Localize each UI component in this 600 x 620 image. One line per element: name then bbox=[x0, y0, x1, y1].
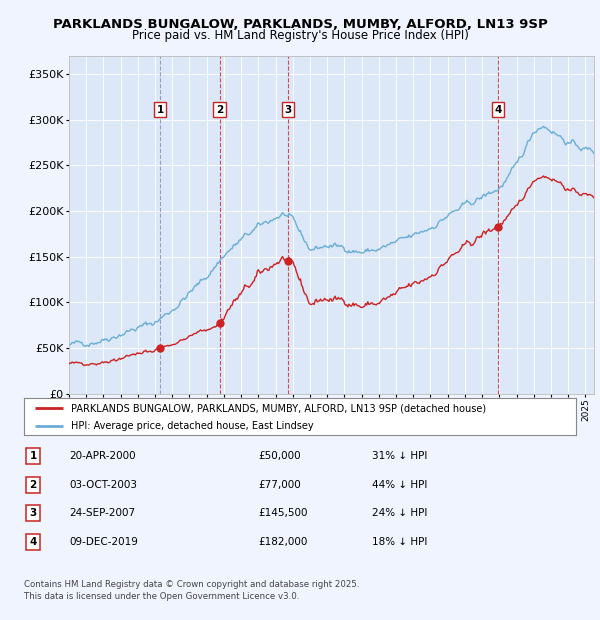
Text: 3: 3 bbox=[284, 105, 292, 115]
Text: 2: 2 bbox=[29, 480, 37, 490]
Text: Contains HM Land Registry data © Crown copyright and database right 2025.
This d: Contains HM Land Registry data © Crown c… bbox=[24, 580, 359, 601]
Text: 1: 1 bbox=[157, 105, 164, 115]
Text: 20-APR-2000: 20-APR-2000 bbox=[69, 451, 136, 461]
Text: 2: 2 bbox=[216, 105, 223, 115]
Text: 03-OCT-2003: 03-OCT-2003 bbox=[69, 480, 137, 490]
Text: 18% ↓ HPI: 18% ↓ HPI bbox=[372, 537, 427, 547]
Text: 09-DEC-2019: 09-DEC-2019 bbox=[69, 537, 138, 547]
Text: £50,000: £50,000 bbox=[258, 451, 301, 461]
Text: 31% ↓ HPI: 31% ↓ HPI bbox=[372, 451, 427, 461]
Text: £182,000: £182,000 bbox=[258, 537, 307, 547]
Text: HPI: Average price, detached house, East Lindsey: HPI: Average price, detached house, East… bbox=[71, 420, 314, 430]
Text: Price paid vs. HM Land Registry's House Price Index (HPI): Price paid vs. HM Land Registry's House … bbox=[131, 30, 469, 42]
Text: £77,000: £77,000 bbox=[258, 480, 301, 490]
Text: PARKLANDS BUNGALOW, PARKLANDS, MUMBY, ALFORD, LN13 9SP: PARKLANDS BUNGALOW, PARKLANDS, MUMBY, AL… bbox=[53, 19, 547, 31]
Text: 24-SEP-2007: 24-SEP-2007 bbox=[69, 508, 135, 518]
Text: PARKLANDS BUNGALOW, PARKLANDS, MUMBY, ALFORD, LN13 9SP (detached house): PARKLANDS BUNGALOW, PARKLANDS, MUMBY, AL… bbox=[71, 404, 486, 414]
Text: 1: 1 bbox=[29, 451, 37, 461]
Text: 4: 4 bbox=[29, 537, 37, 547]
Text: 4: 4 bbox=[494, 105, 502, 115]
Text: 44% ↓ HPI: 44% ↓ HPI bbox=[372, 480, 427, 490]
Text: 24% ↓ HPI: 24% ↓ HPI bbox=[372, 508, 427, 518]
Text: 3: 3 bbox=[29, 508, 37, 518]
Text: £145,500: £145,500 bbox=[258, 508, 308, 518]
